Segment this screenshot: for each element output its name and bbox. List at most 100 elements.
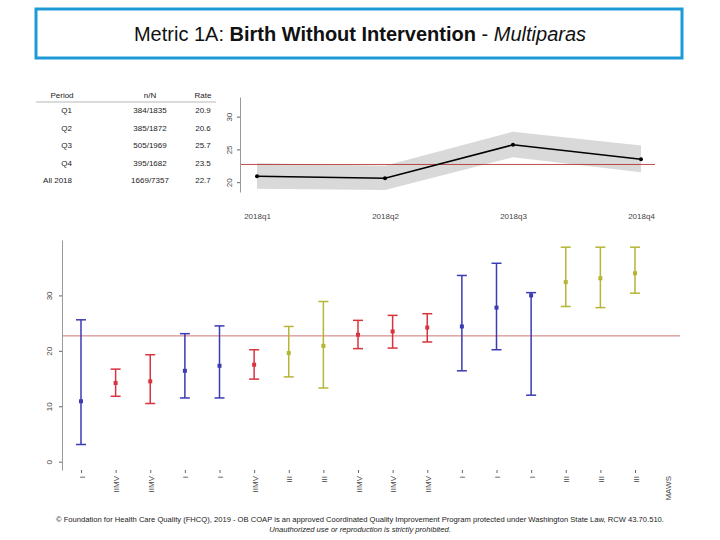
x-tick-label: III (285, 476, 294, 483)
table-cell: 22.7 (195, 176, 211, 185)
rate-point (383, 176, 387, 180)
x-tick: III (597, 470, 606, 483)
y-tick: 0 (45, 459, 62, 464)
x-tick: I (181, 470, 190, 478)
rate-line (257, 145, 641, 178)
x-tick: I (528, 470, 537, 478)
x-tick-label: I (528, 476, 537, 478)
line-plot (240, 132, 655, 190)
y-axis: 202530 (225, 98, 241, 193)
table-cell: Q1 (61, 106, 72, 115)
error-cap-lower (145, 403, 155, 405)
footer-line: Unauthorized use or reproduction is stri… (269, 525, 451, 534)
rate-point (218, 364, 222, 368)
rate-point (391, 329, 395, 333)
x-tick-label: 2018q3 (500, 212, 527, 221)
footer-line: © Foundation for Health Care Quality (FH… (56, 515, 664, 524)
rate-point (633, 271, 637, 275)
error-cap-lower (492, 349, 502, 351)
x-tick-label: IIMV (147, 475, 156, 492)
error-cap-lower (318, 387, 328, 389)
x-tick-label: III (562, 476, 571, 483)
y-tick: 30 (225, 112, 240, 121)
x-tick-label: III (597, 476, 606, 483)
table-cell: 23.5 (195, 159, 211, 168)
y-tick-mark (237, 117, 240, 118)
title-prefix: Metric 1A: (134, 23, 230, 45)
error-bar (80, 320, 82, 445)
table-cell: 384/1835 (133, 106, 167, 115)
x-tick-label: I (458, 476, 467, 478)
y-tick-mark (237, 149, 240, 150)
x-tick-mark (427, 470, 428, 473)
y-tick-label: 20 (45, 346, 54, 355)
error-cap-lower (526, 394, 536, 396)
rate-point (511, 143, 515, 147)
rate-point (529, 293, 533, 297)
y-tick-label: 30 (225, 112, 234, 121)
x-tick-mark (254, 470, 255, 473)
rate-point (287, 351, 291, 355)
rate-point (564, 280, 568, 284)
error-cap-lower (284, 376, 294, 378)
x-tick: I (493, 470, 502, 478)
x-tick: IIMV (424, 470, 433, 492)
title-main: Birth Without Intervention (230, 23, 476, 45)
y-tick: 20 (225, 178, 240, 187)
x-axis-title: MAWS (664, 476, 673, 501)
x-tick-label: III (320, 476, 329, 483)
x-tick-label: I (216, 476, 225, 478)
x-tick: III (632, 470, 641, 483)
title-box (36, 9, 682, 58)
x-tick: IIMV (112, 470, 121, 492)
error-cap-lower (422, 341, 432, 343)
x-tick: I (458, 470, 467, 478)
error-cap-lower (561, 306, 571, 308)
x-tick-mark (393, 470, 394, 473)
y-tick: 20 (45, 346, 62, 355)
table-rule (36, 102, 216, 103)
x-tick: 2018q1 (244, 210, 271, 221)
x-tick-label: 2018q2 (372, 212, 399, 221)
rate-point (598, 276, 602, 280)
x-tick-label: 2018q1 (244, 212, 271, 221)
x-tick-label: I (78, 476, 87, 478)
error-cap-upper (215, 325, 225, 327)
x-tick-label: IIMV (112, 475, 121, 492)
error-cap-upper (595, 246, 605, 248)
error-cap-upper (180, 333, 190, 335)
error-bar (219, 326, 221, 398)
x-tick: III (320, 470, 329, 483)
y-tick-mark (237, 182, 240, 183)
y-tick-label: 20 (225, 178, 234, 187)
x-tick: IIMV (355, 470, 364, 492)
error-bar (530, 293, 532, 396)
reference-line (62, 335, 680, 336)
x-tick-label: IIMV (251, 475, 260, 492)
error-cap-upper (111, 368, 121, 370)
x-tick: 2018q4 (628, 210, 655, 221)
table-cell: Q3 (61, 141, 72, 150)
table-cell: 395/1682 (133, 159, 167, 168)
x-tick: IIMV (389, 470, 398, 492)
error-bar (634, 247, 636, 293)
x-tick-mark (81, 470, 82, 473)
rate-point (460, 324, 464, 328)
table-cell: 505/1969 (133, 141, 167, 150)
table-header: Rate (195, 91, 212, 100)
rate-point (183, 369, 187, 373)
error-cap-lower (111, 396, 121, 398)
table-cell: Q2 (61, 124, 72, 133)
title: Metric 1A: Birth Without Intervention - … (134, 23, 586, 45)
error-cap-upper (249, 349, 259, 351)
error-cap-upper (492, 263, 502, 265)
table-cell: 20.9 (195, 106, 211, 115)
x-tick-mark (220, 470, 221, 473)
x-tick-mark (323, 470, 324, 473)
x-tick-mark (289, 470, 290, 473)
y-axis: 0102030 (45, 241, 63, 471)
x-tick: IIMV (147, 470, 156, 492)
title-separator: - (476, 23, 494, 45)
y-tick-mark (59, 462, 62, 463)
x-tick-label: IIMV (355, 475, 364, 492)
